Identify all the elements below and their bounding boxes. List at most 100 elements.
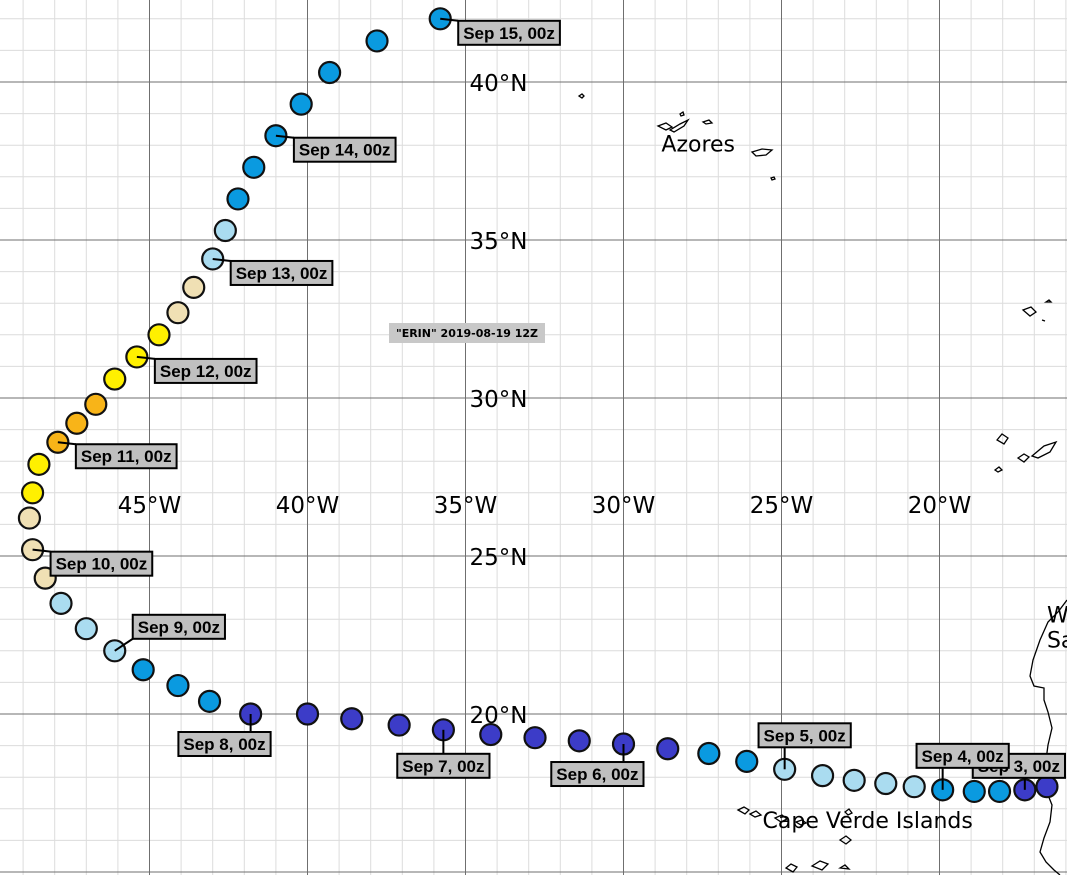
place-label: Sa bbox=[1047, 629, 1067, 654]
date-label-text: Sep 6, 00z bbox=[556, 765, 638, 784]
date-label-text: Sep 8, 00z bbox=[183, 735, 265, 754]
date-label: Sep 5, 00z bbox=[757, 722, 852, 770]
date-label: Sep 6, 00z bbox=[550, 744, 645, 788]
track-point bbox=[810, 764, 835, 788]
canary-island bbox=[996, 433, 1009, 445]
date-label-leader bbox=[440, 17, 459, 22]
african-coastline bbox=[1029, 599, 1067, 875]
place-label: Cape Verde Islands bbox=[763, 809, 973, 834]
date-label-text: Sep 10, 00z bbox=[56, 555, 148, 574]
longitude-label: 30°W bbox=[592, 493, 656, 519]
track-point bbox=[289, 92, 313, 116]
date-label: Sep 8, 00z bbox=[177, 714, 272, 757]
track-point bbox=[84, 392, 108, 416]
track-point bbox=[242, 155, 266, 179]
madeira-island bbox=[1021, 306, 1038, 317]
date-label: Sep 12, 00z bbox=[136, 355, 258, 384]
track-point bbox=[49, 591, 73, 616]
cape-verde-island bbox=[810, 860, 830, 871]
date-label: Sep 15, 00z bbox=[440, 17, 561, 46]
date-label-leader bbox=[114, 637, 134, 652]
storm-label-text: "ERIN" 2019-08-19 12Z bbox=[396, 327, 538, 340]
storm-label: "ERIN" 2019-08-19 12Z bbox=[389, 323, 545, 343]
longitude-label: 20°W bbox=[908, 493, 972, 519]
date-label-leader bbox=[32, 548, 51, 553]
date-label-text: Sep 4, 00z bbox=[922, 747, 1004, 766]
track-point bbox=[962, 779, 986, 804]
track-point bbox=[697, 741, 721, 766]
coastlines bbox=[577, 93, 1067, 875]
track-point bbox=[842, 768, 866, 792]
track-point bbox=[987, 779, 1012, 804]
latitude-label: 35°N bbox=[470, 229, 528, 255]
date-label-text: Sep 9, 00z bbox=[138, 618, 220, 637]
track-point bbox=[387, 713, 411, 737]
track-point bbox=[365, 29, 389, 53]
track-point bbox=[27, 452, 51, 476]
date-label-box bbox=[229, 259, 334, 286]
canary-island bbox=[993, 466, 1004, 473]
date-label-text: Sep 13, 00z bbox=[236, 264, 328, 283]
date-label-box bbox=[396, 752, 491, 779]
axis-labels: 40°N 35°N 30°N 25°N 20°N 45°W 40°W 35°W 30°W 25°W… bbox=[118, 71, 972, 729]
date-label-box bbox=[177, 731, 272, 757]
azores-island bbox=[750, 148, 774, 157]
track-point bbox=[874, 771, 898, 796]
date-label-box bbox=[74, 443, 178, 470]
track-point bbox=[166, 301, 190, 325]
track-point bbox=[567, 729, 591, 753]
date-label-text: Sep 14, 00z bbox=[299, 141, 391, 160]
date-label: Sep 4, 00z bbox=[915, 742, 1010, 790]
date-label-box bbox=[457, 19, 561, 46]
track-point bbox=[318, 60, 342, 85]
date-label-box bbox=[153, 357, 258, 384]
date-label: Sep 7, 00z bbox=[396, 729, 491, 779]
longitude-label: 45°W bbox=[118, 493, 182, 519]
track-point bbox=[131, 658, 155, 682]
date-label-box bbox=[550, 761, 645, 788]
date-label-text: Sep 15, 00z bbox=[463, 24, 555, 43]
place-label: W bbox=[1047, 603, 1067, 628]
date-label-box bbox=[131, 613, 226, 640]
cape-verde-island bbox=[838, 835, 853, 845]
longitude-label: 35°W bbox=[434, 493, 498, 519]
date-label-text: Sep 7, 00z bbox=[402, 757, 484, 776]
azores-island bbox=[656, 122, 674, 131]
date-label-box bbox=[915, 742, 1010, 769]
azores-island bbox=[679, 110, 685, 117]
place-labels: Azores Cape Verde Islands WSa bbox=[661, 133, 1067, 834]
date-label-text: Sep 5, 00z bbox=[764, 726, 846, 745]
azores-island bbox=[577, 93, 585, 99]
date-label: Sep 10, 00z bbox=[32, 548, 154, 577]
date-label: Sep 11, 00z bbox=[57, 441, 178, 470]
azores-island bbox=[701, 119, 714, 125]
latitude-label: 25°N bbox=[470, 545, 528, 571]
longitude-label: 25°W bbox=[750, 493, 814, 519]
track-point bbox=[65, 411, 89, 435]
date-label-leader bbox=[212, 257, 231, 262]
cape-verde-island bbox=[784, 863, 799, 873]
track-point bbox=[197, 689, 222, 713]
longitude-label: 40°W bbox=[276, 493, 340, 519]
madeira-island bbox=[1043, 299, 1053, 303]
track-point bbox=[17, 506, 42, 530]
date-label-box bbox=[49, 550, 154, 577]
azores-island bbox=[770, 176, 776, 181]
track-point bbox=[295, 702, 320, 726]
cape-verde-island bbox=[794, 819, 808, 826]
cape-verde-island bbox=[736, 806, 751, 815]
cape-verde-island bbox=[773, 814, 789, 823]
date-label-leader bbox=[136, 355, 155, 360]
latitude-label: 40°N bbox=[470, 71, 528, 97]
track-point bbox=[74, 617, 98, 641]
latitude-label: 20°N bbox=[470, 703, 528, 729]
azores-island bbox=[668, 118, 690, 133]
track-point bbox=[213, 218, 237, 243]
storm-track bbox=[17, 7, 1059, 804]
madeira-island bbox=[1041, 319, 1046, 322]
date-label-box bbox=[292, 136, 397, 163]
track-point bbox=[103, 367, 127, 391]
track-point bbox=[902, 775, 926, 799]
